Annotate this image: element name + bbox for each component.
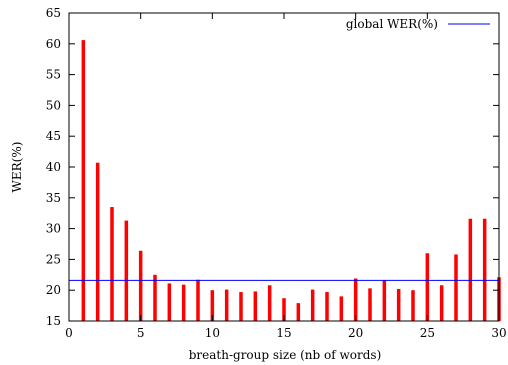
bar	[95, 162, 100, 321]
bar	[181, 284, 186, 321]
bar	[439, 285, 444, 321]
bar	[368, 288, 372, 321]
bar	[124, 220, 129, 321]
x-tick-label: 20	[348, 326, 363, 340]
bar	[196, 279, 200, 321]
y-tick-label: 60	[46, 37, 61, 51]
bar	[224, 289, 229, 321]
y-tick-label: 30	[46, 222, 61, 236]
y-tick-label: 15	[46, 314, 61, 328]
bar	[282, 298, 286, 321]
x-tick-label: 15	[276, 326, 291, 340]
legend-label: global WER(%)	[346, 17, 438, 31]
bar	[167, 283, 172, 321]
bar	[411, 290, 415, 321]
x-tick-label: 0	[65, 326, 73, 340]
bar	[153, 274, 157, 321]
bar	[454, 254, 458, 321]
x-tick-label: 10	[205, 326, 220, 340]
legend: global WER(%)	[346, 17, 490, 31]
x-tick-label: 5	[137, 326, 145, 340]
bar	[253, 291, 258, 321]
bar	[296, 303, 301, 321]
y-tick-label: 55	[46, 68, 61, 82]
y-tick-label: 40	[46, 160, 61, 174]
bar	[267, 285, 272, 321]
ticks-group: 0 5 10 15 20 25 30 15 20 25 30 35 40 45 50 55 60 65	[46, 6, 507, 340]
bar	[210, 290, 215, 321]
bar	[482, 218, 487, 321]
y-tick-label: 65	[46, 6, 61, 20]
bar	[138, 250, 143, 321]
x-axis-title: breath-group size (nb of words)	[189, 348, 382, 362]
bar	[339, 296, 344, 321]
bars-group	[81, 40, 501, 321]
axes-group	[68, 12, 500, 322]
bar	[425, 253, 430, 321]
bar	[239, 292, 243, 321]
bar	[310, 289, 315, 321]
bar	[468, 218, 473, 321]
x-tick-label: 30	[491, 326, 506, 340]
y-tick-label: 50	[46, 98, 61, 112]
y-tick-label: 25	[46, 252, 61, 266]
bar	[396, 288, 401, 321]
y-tick-label: 45	[46, 129, 61, 143]
bar	[81, 40, 86, 321]
y-tick-label: 20	[46, 283, 61, 297]
y-axis-title: WER(%)	[10, 142, 24, 193]
bar	[382, 280, 387, 321]
plot-frame	[68, 12, 500, 322]
y-tick-label: 35	[46, 191, 61, 205]
bar	[110, 207, 114, 321]
x-tick-label: 25	[420, 326, 435, 340]
bar	[325, 292, 329, 321]
bar	[353, 278, 358, 321]
